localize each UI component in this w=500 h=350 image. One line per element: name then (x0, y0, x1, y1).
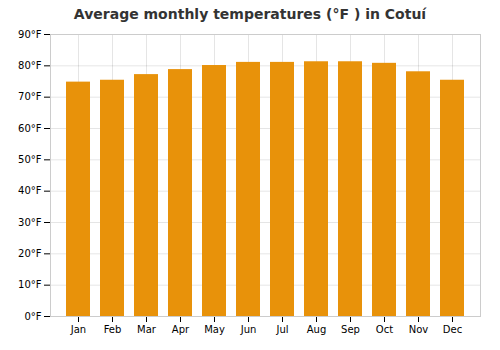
svg-text:60°F: 60°F (18, 123, 42, 134)
svg-text:Aug: Aug (307, 324, 327, 335)
svg-text:30°F: 30°F (18, 217, 42, 228)
svg-text:Apr: Apr (172, 324, 190, 335)
svg-text:May: May (204, 324, 225, 335)
svg-text:Jan: Jan (70, 324, 86, 335)
svg-text:Feb: Feb (104, 324, 122, 335)
svg-text:50°F: 50°F (18, 154, 42, 165)
svg-text:10°F: 10°F (18, 279, 42, 290)
svg-text:0°F: 0°F (24, 311, 41, 322)
html-text:Average monthly temperatures (: Average monthly temperatures (°F ) in Co… (73, 6, 427, 22)
svg-text:Dec: Dec (443, 324, 462, 335)
svg-text:Jun: Jun (240, 324, 257, 335)
svg-text:90°F: 90°F (18, 29, 42, 40)
svg-text:Nov: Nov (409, 324, 429, 335)
svg-text:80°F: 80°F (18, 60, 42, 71)
svg-text:Sep: Sep (341, 324, 360, 335)
svg-text:20°F: 20°F (18, 248, 42, 259)
svg-text:Oct: Oct (376, 324, 393, 335)
svg-text:Jul: Jul (275, 324, 288, 335)
svg-text:40°F: 40°F (18, 185, 42, 196)
svg-text:Mar: Mar (137, 324, 157, 335)
svg-text:70°F: 70°F (18, 91, 42, 102)
